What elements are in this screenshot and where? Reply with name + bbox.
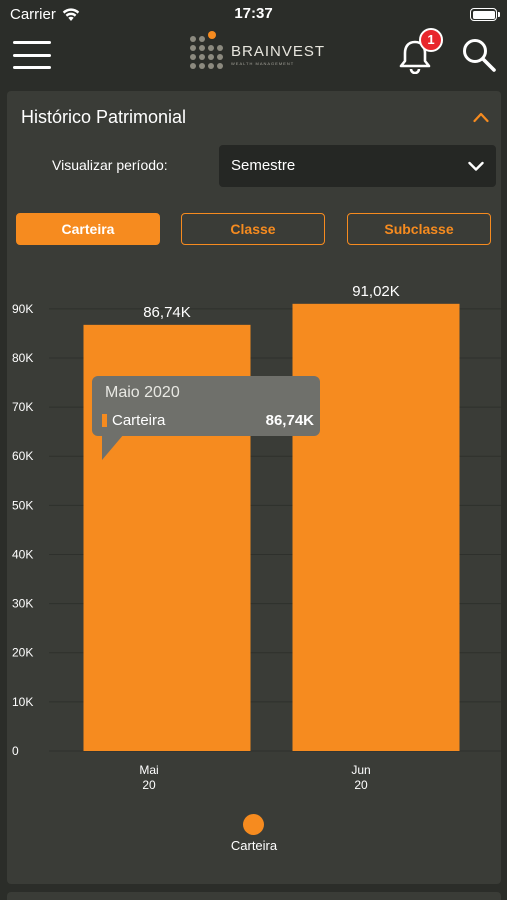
tooltip-swatch bbox=[102, 414, 107, 427]
clock: 17:37 bbox=[234, 5, 273, 22]
wifi-icon bbox=[62, 7, 80, 21]
chevron-down-icon bbox=[468, 161, 484, 171]
logo-mark bbox=[190, 31, 226, 74]
bar-2 bbox=[292, 303, 460, 751]
tab-carteira[interactable]: Carteira bbox=[16, 213, 160, 245]
search-icon[interactable] bbox=[461, 37, 497, 73]
menu-icon[interactable] bbox=[13, 41, 51, 69]
tab-classe[interactable]: Classe bbox=[181, 213, 325, 245]
tab-subclasse[interactable]: Subclasse bbox=[347, 213, 491, 245]
y-tick-label: 30K bbox=[12, 597, 33, 611]
x-tick-label: Mai bbox=[139, 763, 158, 777]
next-card-edge bbox=[7, 892, 501, 900]
chevron-up-icon[interactable] bbox=[473, 111, 489, 123]
y-tick-label: 70K bbox=[12, 400, 33, 414]
y-tick-label: 40K bbox=[12, 547, 33, 561]
tooltip-series: Carteira bbox=[112, 412, 166, 429]
card-title: Histórico Patrimonial bbox=[21, 107, 187, 127]
period-select[interactable]: Semestre bbox=[219, 145, 496, 187]
y-tick-label: 50K bbox=[12, 498, 33, 512]
carrier-info: Carrier bbox=[10, 6, 80, 23]
x-tick-label: 20 bbox=[354, 778, 368, 791]
legend-label[interactable]: Carteira bbox=[230, 838, 278, 853]
history-card: Histórico Patrimonial Visualizar período… bbox=[7, 91, 501, 884]
chart-tooltip: Maio 2020 Carteira 86,74K bbox=[92, 376, 320, 460]
tooltip-value: 86,74K bbox=[265, 412, 314, 429]
notification-badge: 1 bbox=[419, 28, 443, 52]
x-tick-label: Jun bbox=[351, 763, 370, 777]
period-label: Visualizar período: bbox=[52, 157, 168, 173]
y-tick-label: 80K bbox=[12, 351, 33, 365]
carrier-label: Carrier bbox=[10, 6, 56, 23]
brand-logo: BRAINVEST WEALTH MANAGEMENT bbox=[190, 31, 326, 74]
y-tick-label: 0 bbox=[12, 744, 19, 758]
battery-icon bbox=[470, 8, 500, 21]
x-tick-label: 20 bbox=[142, 778, 156, 791]
period-value: Semestre bbox=[231, 157, 296, 174]
app-header: BRAINVEST WEALTH MANAGEMENT 1 bbox=[0, 28, 507, 86]
status-bar: Carrier 17:37 bbox=[0, 0, 507, 30]
data-label: 86,74K bbox=[143, 304, 191, 321]
y-tick-label: 60K bbox=[12, 449, 33, 463]
logo-name: BRAINVEST bbox=[231, 42, 326, 60]
y-tick-label: 90K bbox=[12, 302, 33, 316]
y-tick-label: 10K bbox=[12, 695, 33, 709]
legend-swatch-carteira[interactable] bbox=[243, 814, 264, 835]
data-label: 91,02K bbox=[352, 283, 400, 300]
y-tick-label: 20K bbox=[12, 646, 33, 660]
tooltip-title: Maio 2020 bbox=[105, 384, 180, 401]
logo-subtitle: WEALTH MANAGEMENT bbox=[231, 60, 295, 66]
